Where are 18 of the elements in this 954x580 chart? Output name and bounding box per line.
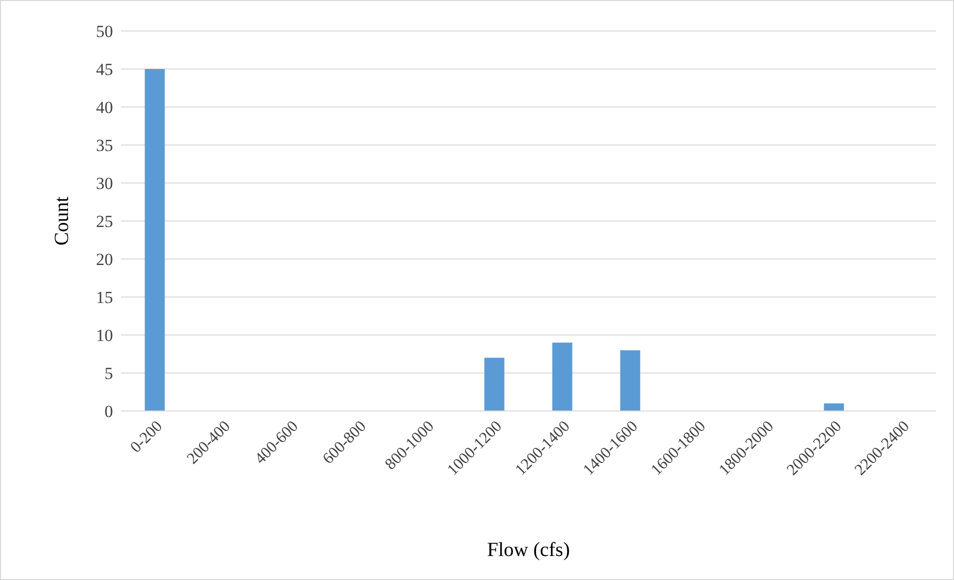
y-tick-label: 20 (96, 250, 113, 270)
y-tick-label: 45 (96, 60, 113, 80)
y-tick-label: 50 (96, 22, 113, 42)
y-tick-label: 40 (96, 98, 113, 118)
y-axis-title: Count (51, 196, 74, 246)
y-tick-label: 30 (96, 174, 113, 194)
y-tick-label: 10 (96, 326, 113, 346)
y-tick-label: 25 (96, 212, 113, 232)
y-tick-label: 5 (104, 364, 113, 384)
y-tick-label: 15 (96, 288, 113, 308)
y-tick-label: 35 (96, 136, 113, 156)
bar (144, 69, 165, 411)
bar (484, 358, 504, 411)
y-tick-label: 0 (104, 402, 113, 422)
bar (620, 350, 640, 411)
bar (824, 403, 844, 411)
x-axis-title: Flow (cfs) (487, 539, 570, 561)
bar (552, 342, 572, 411)
